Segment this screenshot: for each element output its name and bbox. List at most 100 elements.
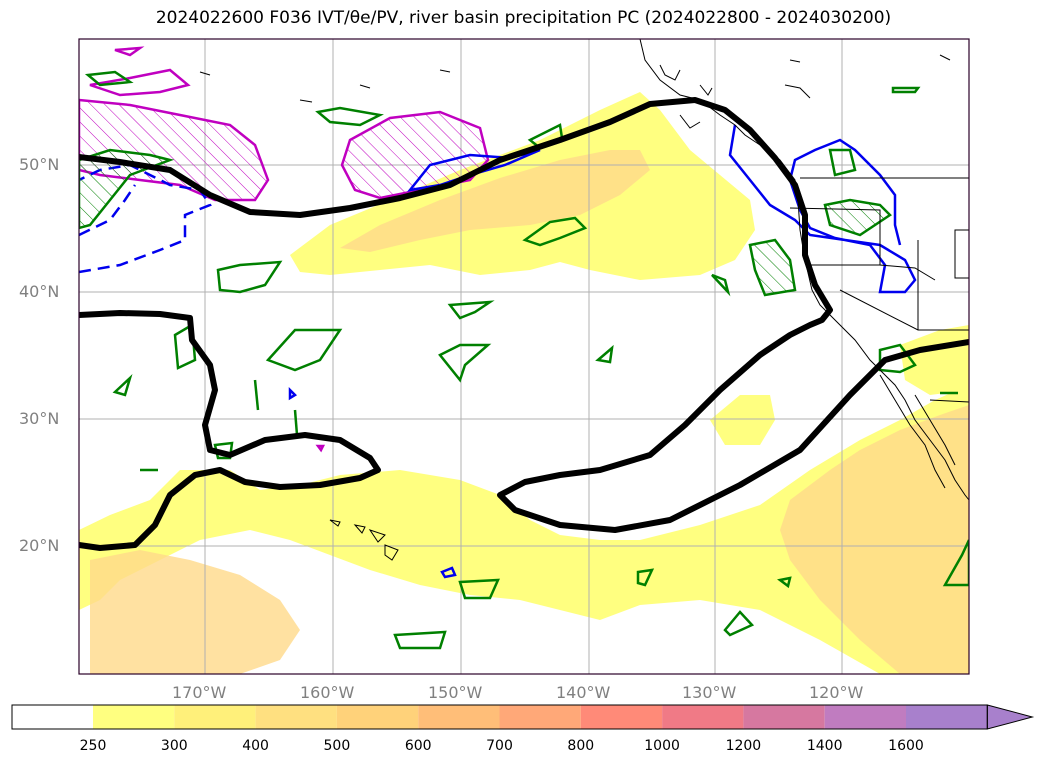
ivt-band-south-low [79, 385, 969, 674]
alaska-islands-2 [789, 59, 801, 63]
lat-label-40n: 40°N [19, 282, 60, 301]
lon-label-170w: 170°W [172, 683, 227, 702]
colorbar-segment [743, 705, 825, 729]
colorbar-label: 1400 [806, 738, 843, 754]
precip-green-21 [711, 273, 731, 297]
ivt-band-southwest-mid [90, 550, 300, 674]
colorbar-label: 250 [79, 738, 107, 754]
lon-label-120w: 120°W [809, 683, 864, 702]
lon-label-130w: 130°W [682, 683, 737, 702]
ivt-shading [79, 92, 969, 674]
precip-green-10 [173, 322, 197, 370]
precip-green-13 [458, 578, 500, 600]
precip-green-15 [942, 539, 969, 587]
pv-region-small [114, 46, 145, 57]
colorbar-segment [418, 705, 500, 729]
aleutian-3 [359, 84, 371, 89]
precip-green-4 [447, 300, 495, 320]
precip-contours-green [79, 70, 969, 650]
precip-green-24 [112, 373, 133, 397]
north-america-coast [639, 39, 969, 501]
lat-label-30n: 30°N [19, 409, 60, 428]
colorbar-segment [580, 705, 663, 729]
precip-green-12 [393, 630, 447, 650]
state-border-5 [954, 229, 969, 279]
precip-green-8 [828, 148, 857, 177]
aleutian-4 [439, 69, 451, 73]
precip-contours-blue [79, 124, 917, 579]
colorbar-segment [336, 705, 419, 729]
island-chain-3 [679, 114, 701, 129]
precip-green-5 [522, 216, 588, 247]
precip-green-17 [84, 70, 134, 87]
precip-green-23 [891, 86, 921, 94]
lat-label-50n: 50°N [19, 155, 60, 174]
precip-blue-coast [728, 124, 917, 294]
colorbar-label: 300 [160, 738, 188, 754]
precip-green-26 [293, 409, 299, 436]
theta-e-southern [79, 310, 381, 551]
precip-green-19 [636, 568, 655, 587]
colorbar-label: 600 [404, 738, 432, 754]
precip-green-18 [315, 106, 384, 127]
hawaii-2 [353, 524, 366, 534]
colorbar-segment [906, 705, 988, 729]
colorbar-segment [93, 705, 175, 729]
colorbar-segment [12, 705, 93, 729]
coastlines [199, 39, 969, 561]
aleutian-2 [299, 99, 313, 103]
colorbar-segment [174, 705, 256, 729]
pv-region-top-left [89, 68, 191, 97]
lon-label-160w: 160°W [300, 683, 355, 702]
island-chain-1 [659, 64, 681, 81]
hawaii-1 [329, 519, 341, 527]
hawaii-3 [368, 529, 386, 543]
precip-blue-west-dashed-2 [79, 184, 137, 237]
map-title: 2024022600 F036 IVT/θe/PV, river basin p… [155, 8, 892, 28]
colorbar-segment [824, 705, 906, 729]
map-plot-area [79, 39, 969, 674]
colorbar-outline [11, 704, 988, 730]
theta-e-contours [79, 97, 969, 551]
map-frame [78, 38, 970, 675]
lat-label-20n: 20°N [19, 536, 60, 555]
precip-green-25 [253, 379, 260, 411]
precip-green-6 [748, 238, 797, 297]
aleutian-1 [199, 71, 211, 76]
colorbar-segment [255, 705, 337, 729]
precip-green-1 [216, 260, 283, 294]
colorbar-label: 1600 [888, 738, 924, 754]
precip-green-2 [265, 328, 343, 372]
hawaii-4 [384, 544, 399, 561]
colorbar-extend-arrow [986, 704, 1035, 730]
gulf-coast [914, 394, 956, 466]
pv-region-dot [315, 444, 326, 453]
baja-peninsula [879, 374, 946, 489]
ivt-patch-central [710, 395, 775, 445]
colorbar-label: 1200 [725, 738, 762, 754]
colorbar-segment [662, 705, 744, 729]
precip-green-3 [438, 343, 492, 383]
colorbar-label: 400 [242, 738, 269, 754]
precip-green-14 [723, 610, 755, 637]
colorbar-label: 500 [323, 738, 351, 754]
theta-e-northern [79, 97, 969, 533]
alaska-islands-1 [784, 84, 811, 99]
colorbar-segment [499, 705, 581, 729]
pv-region-central [340, 110, 490, 200]
precip-blue-dot-1 [288, 386, 298, 401]
colorbar [11, 704, 1035, 730]
ivt-band-north-mid [340, 150, 650, 252]
lon-label-150w: 150°W [428, 683, 483, 702]
alaska-islands-3 [939, 54, 951, 61]
colorbar-label: 1000 [644, 738, 680, 754]
state-border-6 [929, 399, 969, 403]
colorbar-label: 800 [567, 738, 595, 754]
precip-green-16 [79, 148, 175, 230]
island-chain-2 [699, 84, 713, 96]
ivt-band-southeast-mid [780, 405, 969, 674]
lon-label-140w: 140°W [556, 683, 611, 702]
precip-green-27 [777, 576, 792, 589]
colorbar-label: 700 [486, 738, 513, 754]
